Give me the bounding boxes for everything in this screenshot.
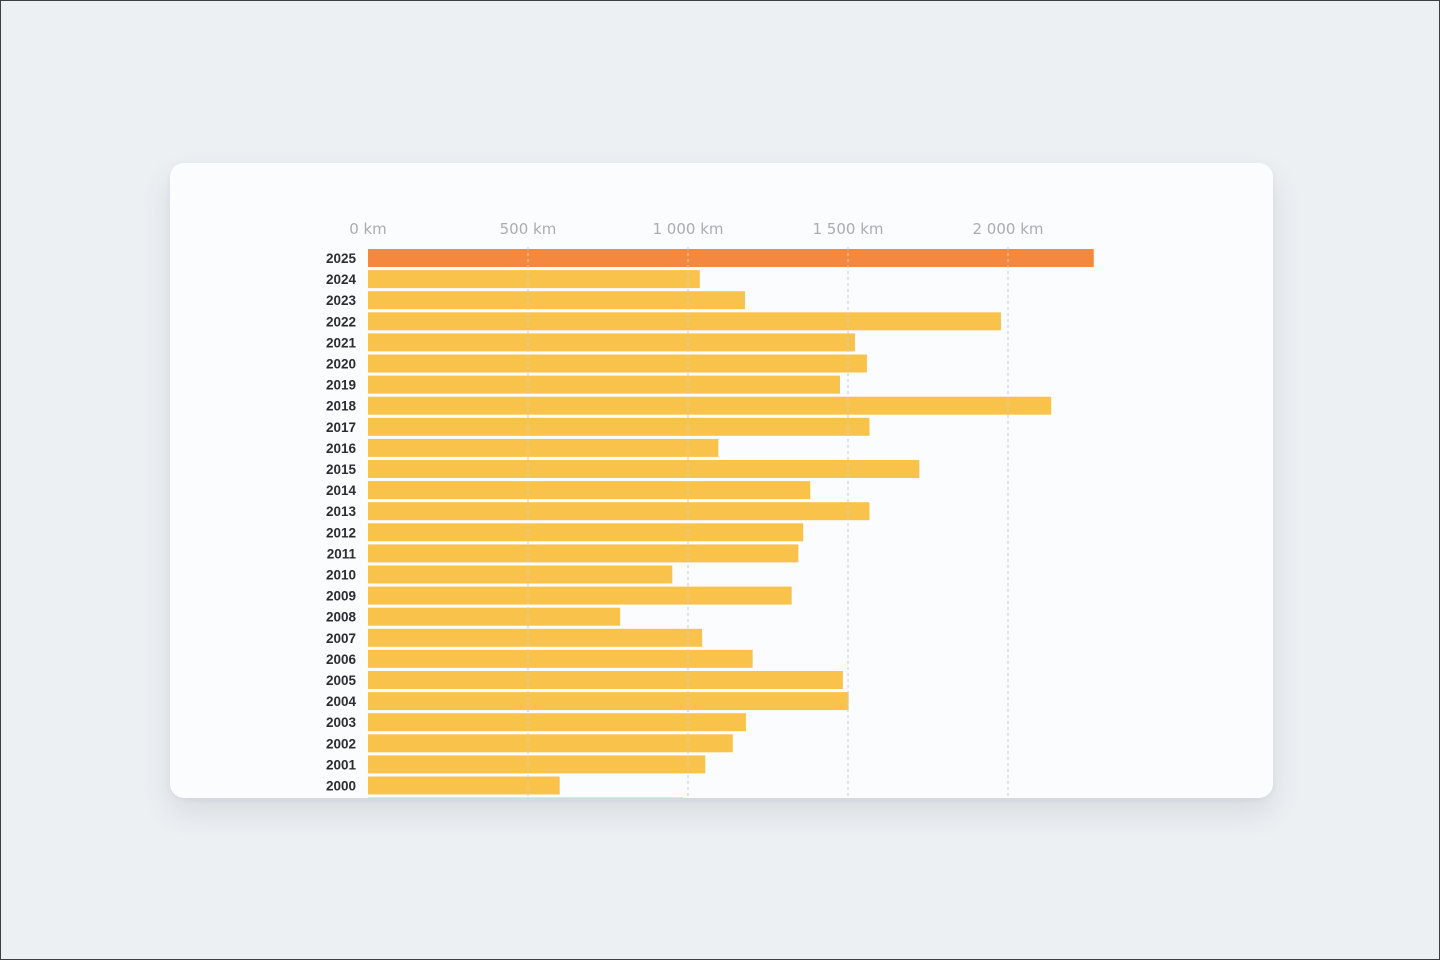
year-labels: 2025 2024 2023 2022 2021 2020 2019 2018 2017 2016…	[326, 251, 357, 794]
x-tick-label: 0 km	[349, 220, 387, 238]
bar-2016	[368, 438, 719, 457]
year-label-2008: 2008	[326, 610, 357, 625]
year-label-2016: 2016	[326, 441, 357, 456]
year-label-2007: 2007	[326, 631, 356, 646]
year-label-2009: 2009	[326, 589, 356, 604]
year-label-2014: 2014	[326, 483, 357, 498]
year-label-2010: 2010	[326, 568, 356, 583]
year-label-2012: 2012	[326, 525, 356, 540]
chart-card: 0 km 500 km 1 000 km 1 500 km 2 000 km 2025 2…	[170, 163, 1273, 798]
bar-2001	[368, 755, 706, 774]
x-tick-label: 1 000 km	[652, 220, 723, 238]
year-label-2025: 2025	[326, 251, 357, 266]
bar-2005	[368, 671, 843, 689]
year-label-2003: 2003	[326, 715, 357, 730]
bar-2012	[368, 523, 804, 542]
year-label-2006: 2006	[326, 652, 357, 667]
year-label-2024: 2024	[326, 272, 357, 287]
year-label-2004: 2004	[326, 694, 357, 709]
bar-2021	[368, 333, 856, 352]
bar-2007	[368, 628, 703, 647]
x-tick-label: 500 km	[500, 220, 557, 238]
year-label-2017: 2017	[326, 420, 356, 435]
bar-2015	[368, 460, 920, 478]
gridlines	[527, 247, 1009, 798]
bar-2000	[368, 776, 560, 795]
bar-2013	[368, 502, 870, 521]
bar-2003	[368, 713, 746, 732]
bar-2008	[368, 607, 621, 626]
year-label-2022: 2022	[326, 314, 356, 329]
bars	[368, 249, 1094, 798]
x-axis-ticks: 0 km 500 km 1 000 km 1 500 km 2 000 km	[349, 220, 1043, 238]
x-tick-label: 2 000 km	[972, 220, 1043, 238]
year-label-2001: 2001	[326, 757, 357, 772]
bar-2009	[368, 586, 792, 605]
bar-2025	[368, 249, 1094, 267]
year-label-2015: 2015	[326, 462, 357, 477]
bar-2019	[368, 375, 840, 394]
bar-2022	[368, 312, 1001, 331]
year-label-2011: 2011	[327, 546, 357, 561]
bar-chart: 0 km 500 km 1 000 km 1 500 km 2 000 km 20252…	[326, 220, 1094, 798]
bar-2010	[368, 565, 673, 584]
bar-2004	[368, 692, 849, 711]
bar-2023	[368, 291, 745, 310]
year-label-2018: 2018	[326, 399, 357, 414]
year-label-2005: 2005	[326, 673, 357, 688]
year-label-2002: 2002	[326, 736, 356, 751]
bar-2024	[368, 270, 700, 289]
year-label-2000: 2000	[326, 779, 356, 794]
bar-2017	[368, 417, 870, 436]
year-label-2020: 2020	[326, 357, 356, 372]
x-tick-label: 1 500 km	[812, 220, 883, 238]
bar-2018	[368, 396, 1052, 415]
year-label-2019: 2019	[326, 378, 356, 393]
bar-2020	[368, 354, 867, 373]
bar-2002	[368, 734, 733, 753]
bar-2006	[368, 649, 753, 668]
year-label-2021: 2021	[326, 335, 357, 350]
year-label-2013: 2013	[326, 504, 357, 519]
year-label-2023: 2023	[326, 293, 357, 308]
bar-2014	[368, 481, 811, 500]
bar-2011	[368, 544, 799, 563]
